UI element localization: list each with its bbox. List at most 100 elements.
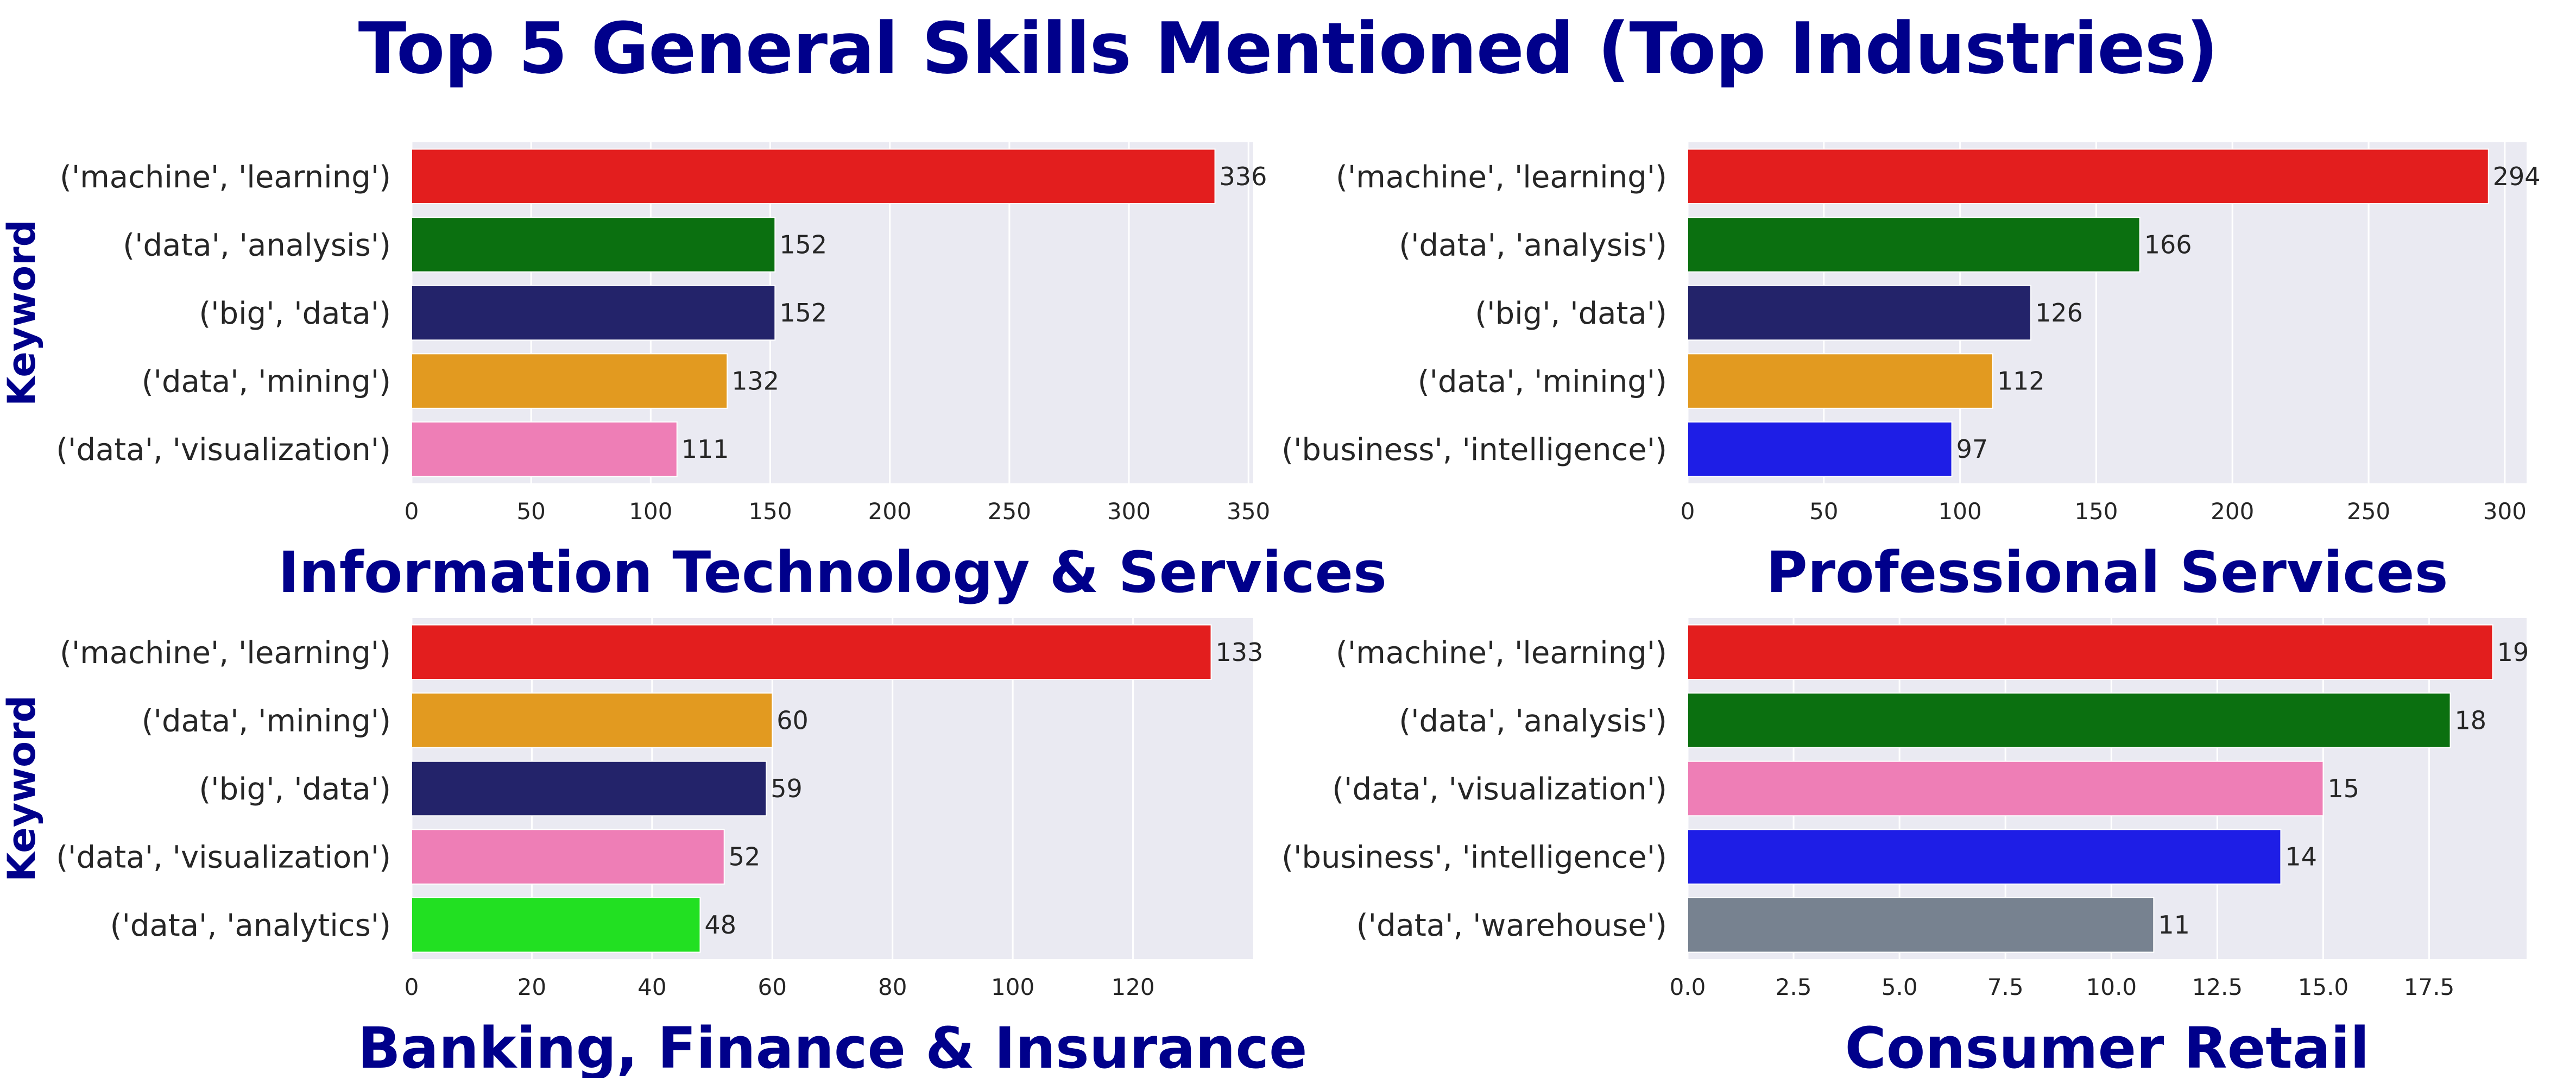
category-label: ('big', 'data') [199, 296, 391, 331]
data-label: 15 [2327, 774, 2359, 803]
x-tick-label: 17.5 [2404, 974, 2455, 1000]
bar-data-visualization [411, 829, 725, 885]
bar-business-intelligence [1687, 829, 2282, 885]
category-label: ('machine', 'learning') [60, 635, 391, 671]
y-axis-title: Keyword [0, 695, 44, 882]
category-label: ('data', 'mining') [142, 703, 391, 739]
data-label: 112 [1997, 367, 2045, 396]
data-label: 152 [779, 230, 827, 259]
x-tick-label: 7.5 [1987, 974, 2024, 1000]
x-tick-label: 100 [629, 498, 672, 525]
category-label: ('business', 'intelligence') [1281, 840, 1667, 875]
bar-data-warehouse [1687, 897, 2155, 953]
data-label: 111 [681, 434, 729, 464]
chart-panel-2: 0 50 100 150 200 250 300 ('machine', 'learning'… [1281, 142, 2541, 606]
category-label: ('data', 'analysis') [1399, 703, 1667, 739]
bar-data-mining [411, 353, 728, 409]
category-label: ('machine', 'learning') [1336, 635, 1667, 671]
chart-panel-3: 0 20 40 60 80 100 120 ('machine', 'learning') 13… [0, 618, 1308, 1078]
category-label: ('big', 'data') [1475, 296, 1667, 331]
category-label: ('data', 'warehouse') [1356, 908, 1667, 943]
x-tick-label: 20 [517, 974, 546, 1000]
panel-title: Banking, Finance & Insurance [357, 1015, 1307, 1078]
x-tick-label: 200 [2211, 498, 2254, 525]
bar-big-data [411, 760, 767, 817]
bar-machine-learning [411, 148, 1216, 205]
data-label: 133 [1216, 638, 1264, 667]
bar-data-visualization [1687, 760, 2324, 817]
x-tick-label: 50 [1809, 498, 1838, 525]
panel-title: Professional Services [1766, 539, 2448, 606]
bar-machine-learning [411, 624, 1212, 680]
category-label: ('data', 'analysis') [123, 228, 391, 263]
x-tick-label: 0 [405, 498, 419, 525]
bar-big-data [1687, 285, 2032, 341]
x-tick-label: 100 [1939, 498, 1982, 525]
data-label: 48 [704, 910, 736, 940]
bar-data-analysis [1687, 217, 2141, 273]
x-tick-label: 300 [2483, 498, 2527, 525]
x-tick-label: 0 [405, 974, 419, 1000]
x-tick-label: 50 [516, 498, 545, 525]
data-label: 11 [2158, 910, 2190, 940]
x-tick-label: 5.0 [1882, 974, 1918, 1000]
data-label: 97 [1956, 434, 1988, 464]
x-tick-label: 120 [1111, 974, 1154, 1000]
page-title: Top 5 General Skills Mentioned (Top Indu… [358, 7, 2219, 90]
x-tick-label: 15.0 [2298, 974, 2349, 1000]
data-label: 126 [2035, 298, 2083, 327]
bar-machine-learning [1687, 624, 2493, 680]
x-tick-label: 150 [748, 498, 792, 525]
category-label: ('data', 'visualization') [1332, 772, 1667, 807]
x-tick-label: 0.0 [1670, 974, 1706, 1000]
category-label: ('data', 'analytics') [110, 908, 391, 943]
bar-data-analytics [411, 897, 701, 953]
bar-data-analysis [411, 217, 776, 273]
data-label: 18 [2455, 705, 2487, 735]
data-label: 152 [779, 298, 827, 327]
data-label: 19 [2497, 638, 2529, 667]
x-tick-label: 12.5 [2192, 974, 2243, 1000]
x-tick-label: 250 [2347, 498, 2390, 525]
x-tick-label: 80 [878, 974, 907, 1000]
bar-data-mining [411, 692, 773, 748]
x-tick-label: 350 [1227, 498, 1270, 525]
category-label: ('data', 'visualization') [56, 840, 391, 875]
category-label: ('data', 'mining') [142, 364, 391, 400]
data-label: 14 [2285, 842, 2317, 872]
category-label: ('business', 'intelligence') [1281, 432, 1667, 468]
chart-panel-1: 0 50 100 150 200 250 300 350 ('machine', 'learni… [0, 142, 1387, 606]
x-tick-label: 150 [2074, 498, 2118, 525]
x-tick-label: 100 [991, 974, 1034, 1000]
category-label: ('data', 'analysis') [1399, 228, 1667, 263]
bar-business-intelligence [1687, 421, 1953, 477]
data-label: 132 [731, 367, 779, 396]
panel-title: Information Technology & Services [278, 539, 1387, 606]
category-label: ('big', 'data') [199, 772, 391, 807]
category-label: ('data', 'visualization') [56, 432, 391, 468]
data-label: 60 [776, 705, 809, 735]
data-label: 294 [2493, 162, 2541, 191]
panel-title: Consumer Retail [1845, 1015, 2370, 1078]
x-tick-label: 0 [1681, 498, 1695, 525]
category-label: ('machine', 'learning') [1336, 160, 1667, 195]
bar-data-analysis [1687, 692, 2451, 748]
bar-data-visualization [411, 421, 678, 477]
bar-data-mining [1687, 353, 1993, 409]
category-label: ('machine', 'learning') [60, 160, 391, 195]
data-label: 59 [771, 774, 803, 803]
data-label: 336 [1220, 162, 1267, 191]
x-tick-label: 40 [637, 974, 666, 1000]
bar-machine-learning [1687, 148, 2489, 205]
category-label: ('data', 'mining') [1418, 364, 1667, 400]
y-axis-title: Keyword [0, 219, 44, 406]
data-label: 166 [2144, 230, 2192, 259]
x-tick-label: 10.0 [2086, 974, 2137, 1000]
x-tick-label: 2.5 [1776, 974, 1812, 1000]
x-tick-label: 250 [988, 498, 1031, 525]
bar-big-data [411, 285, 776, 341]
data-label: 52 [729, 842, 761, 872]
chart-panel-4: 0.0 2.5 5.0 7.5 10.0 12.5 15.0 17.5 ('machine', … [1281, 618, 2529, 1078]
x-tick-label: 200 [868, 498, 912, 525]
